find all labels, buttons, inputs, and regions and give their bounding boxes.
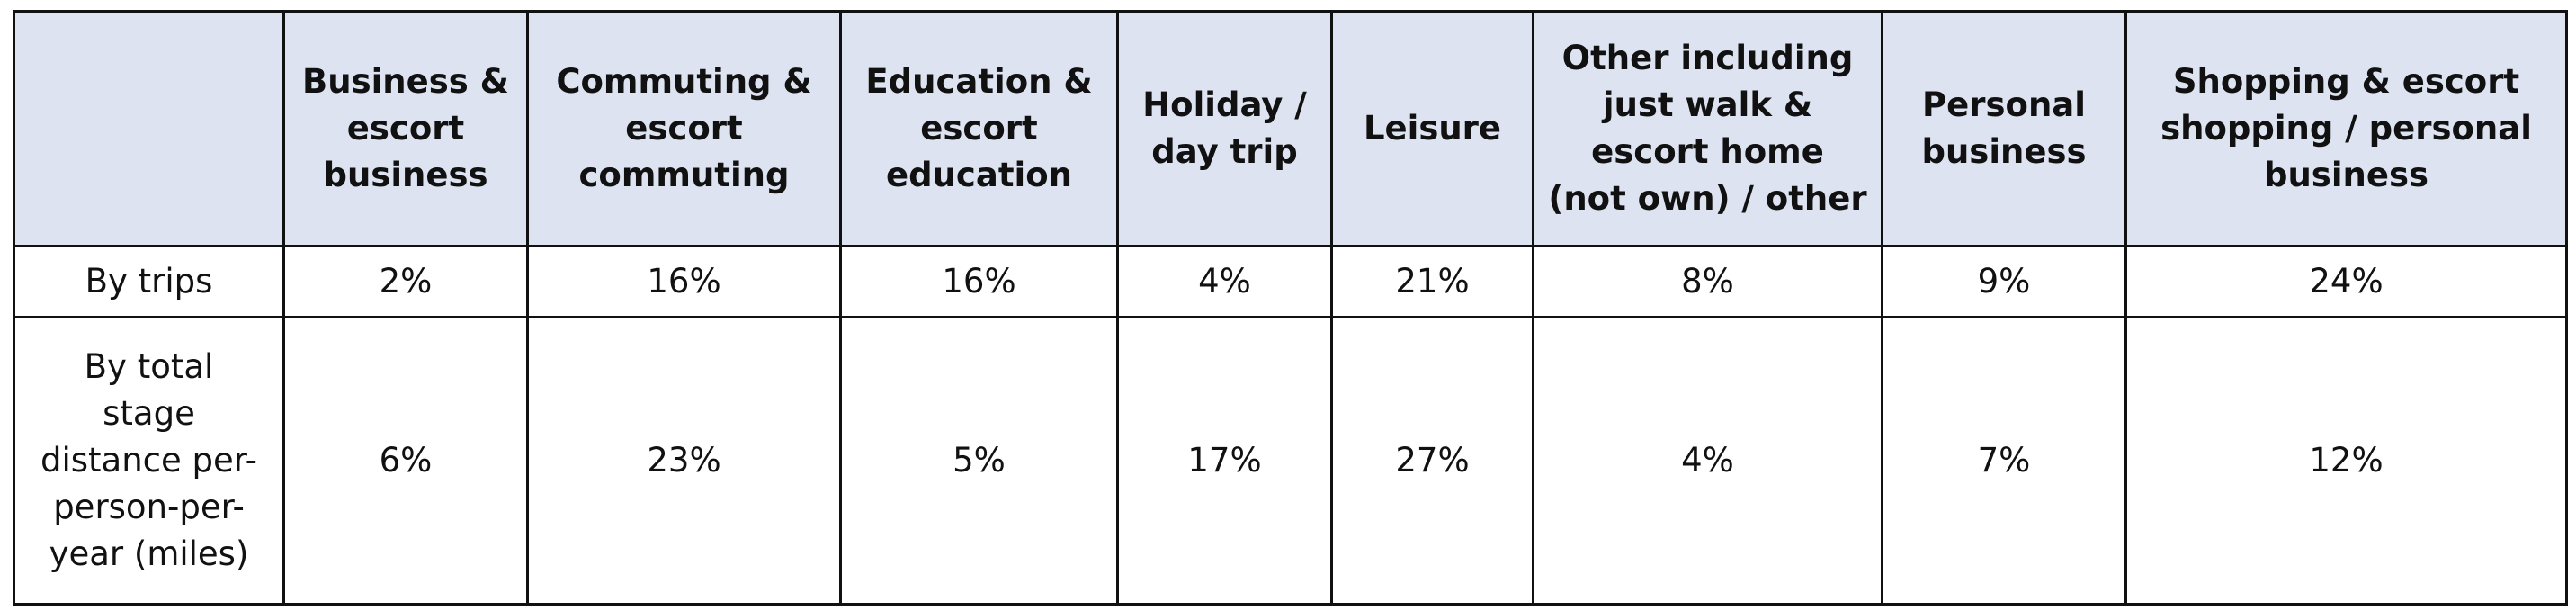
column-header: Leisure	[1330, 10, 1534, 247]
cell: 23%	[526, 316, 842, 606]
cell: 12%	[2124, 316, 2568, 606]
column-header: Commuting & escort commuting	[526, 10, 842, 247]
cell: 4%	[1532, 316, 1883, 606]
column-header: Shopping & escort shopping / personal bu…	[2124, 10, 2568, 247]
cell: 27%	[1330, 316, 1534, 606]
cell: 17%	[1116, 316, 1333, 606]
row-label: By total stage distance per-person-per-y…	[13, 316, 285, 606]
data-table: Business & escort business Commuting & es…	[13, 10, 2568, 606]
header-row: Business & escort business Commuting & es…	[13, 10, 2568, 247]
column-header: Business & escort business	[282, 10, 529, 247]
column-header: Other including just walk & escort home …	[1532, 10, 1883, 247]
table-row: By total stage distance per-person-per-y…	[13, 316, 2568, 606]
row-label: By trips	[13, 245, 285, 318]
corner-cell	[13, 10, 285, 247]
column-header: Holiday / day trip	[1116, 10, 1333, 247]
cell: 4%	[1116, 245, 1333, 318]
column-header: Education & escort education	[839, 10, 1119, 247]
cell: 9%	[1881, 245, 2127, 318]
cell: 8%	[1532, 245, 1883, 318]
table-body: By trips 2% 16% 16% 4% 21% 8% 9% 24% By total sta…	[13, 245, 2568, 606]
cell: 6%	[282, 316, 529, 606]
cell: 21%	[1330, 245, 1534, 318]
cell: 16%	[526, 245, 842, 318]
cell: 5%	[839, 316, 1119, 606]
table-row: By trips 2% 16% 16% 4% 21% 8% 9% 24%	[13, 245, 2568, 318]
cell: 16%	[839, 245, 1119, 318]
column-header: Personal business	[1881, 10, 2127, 247]
cell: 24%	[2124, 245, 2568, 318]
cell: 2%	[282, 245, 529, 318]
cell: 7%	[1881, 316, 2127, 606]
